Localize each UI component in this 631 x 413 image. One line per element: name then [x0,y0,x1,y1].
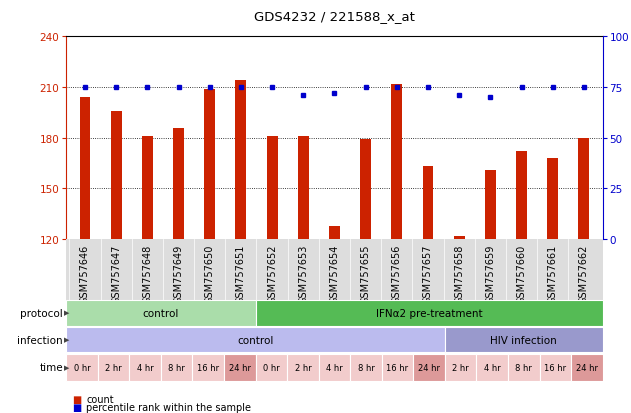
Bar [80,98,90,240]
Text: ▶: ▶ [64,337,70,343]
Text: 16 hr: 16 hr [544,363,567,372]
Text: 8 hr: 8 hr [516,363,532,372]
Bar [142,137,153,240]
Text: 8 hr: 8 hr [358,363,374,372]
Bar [319,354,350,382]
Bar [173,128,184,240]
Bar [235,81,246,240]
Text: 2 hr: 2 hr [295,363,311,372]
Bar [579,138,589,240]
Text: 4 hr: 4 hr [137,363,153,372]
Bar [287,354,319,382]
Bar [256,300,603,326]
Bar [516,152,527,240]
Text: 0 hr: 0 hr [74,363,90,372]
Bar [66,327,445,353]
Bar [571,354,603,382]
Bar [350,354,382,382]
Bar [161,354,192,382]
Text: IFNα2 pre-treatment: IFNα2 pre-treatment [376,308,482,318]
Bar [298,137,309,240]
Text: ■: ■ [73,394,82,404]
Text: HIV infection: HIV infection [490,335,557,345]
Bar [66,354,98,382]
Bar [382,354,413,382]
Text: 24 hr: 24 hr [418,363,440,372]
Text: 16 hr: 16 hr [386,363,409,372]
Bar [476,354,508,382]
Bar [204,90,215,240]
Text: ▶: ▶ [64,310,70,316]
Text: infection: infection [18,335,63,345]
Bar [192,354,224,382]
Bar [98,354,129,382]
Text: 4 hr: 4 hr [326,363,343,372]
Bar [267,137,278,240]
Bar [129,354,161,382]
Bar [391,84,402,240]
Bar [540,354,571,382]
Text: ▶: ▶ [64,365,70,370]
Text: 2 hr: 2 hr [452,363,469,372]
Bar [547,159,558,240]
Text: protocol: protocol [20,308,63,318]
Text: time: time [40,363,63,373]
Bar [110,112,122,240]
Bar [360,140,371,240]
Text: 16 hr: 16 hr [197,363,220,372]
Bar [508,354,540,382]
Text: GDS4232 / 221588_x_at: GDS4232 / 221588_x_at [254,10,415,23]
Text: 2 hr: 2 hr [105,363,122,372]
Bar [66,300,256,326]
Bar [423,167,433,240]
Bar [445,327,603,353]
Text: percentile rank within the sample: percentile rank within the sample [86,402,251,412]
Bar [329,226,340,240]
Text: ■: ■ [73,402,82,412]
Bar [224,354,256,382]
Bar [256,354,287,382]
Bar [454,236,464,240]
Text: count: count [86,394,114,404]
Text: 8 hr: 8 hr [168,363,185,372]
Text: 24 hr: 24 hr [576,363,598,372]
Text: 24 hr: 24 hr [229,363,251,372]
Text: 4 hr: 4 hr [484,363,500,372]
Bar [413,354,445,382]
Bar [485,171,496,240]
Text: control: control [237,335,274,345]
Text: control: control [143,308,179,318]
Text: 0 hr: 0 hr [263,363,280,372]
Bar [445,354,476,382]
